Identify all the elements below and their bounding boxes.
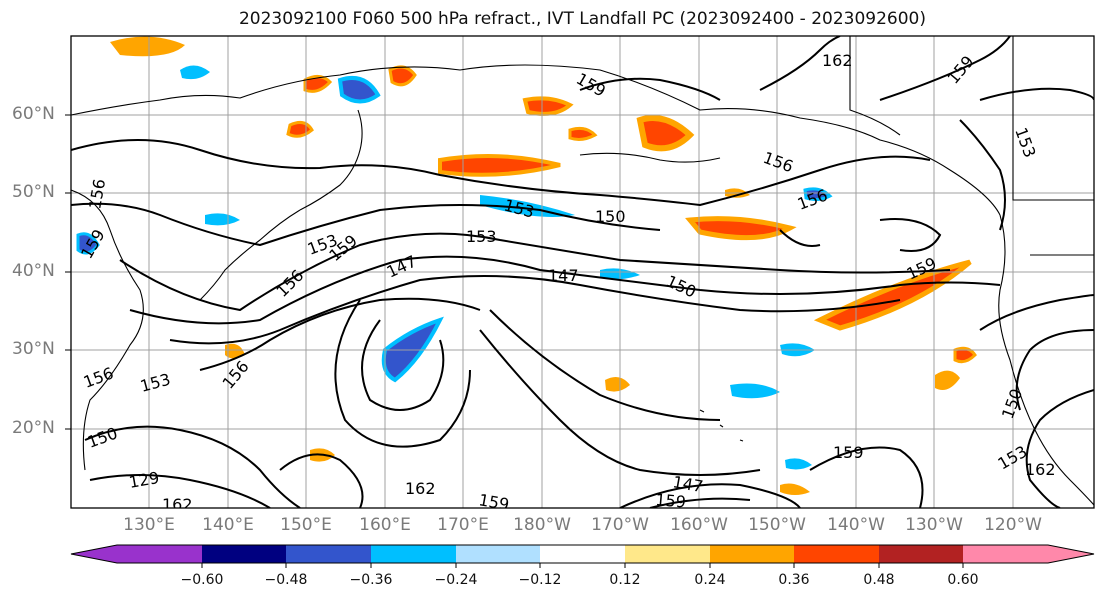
svg-text:159: 159: [477, 490, 510, 514]
svg-text:159: 159: [833, 443, 864, 462]
svg-text:153: 153: [466, 227, 497, 246]
coastlines: [71, 36, 1094, 506]
svg-text:150: 150: [595, 207, 626, 226]
lon-label: 150°W: [748, 515, 806, 535]
svg-text:162: 162: [405, 479, 436, 498]
colorbar-segment: [71, 545, 202, 563]
colorbar-ticks: [201, 563, 964, 568]
lat-label: 30°N: [12, 339, 55, 359]
lon-label: 130°E: [123, 515, 175, 535]
lon-label: 130°W: [905, 515, 963, 535]
lon-label: 160°W: [670, 515, 728, 535]
svg-text:162: 162: [822, 51, 853, 70]
colorbar-tick-label: −0.36: [349, 572, 393, 588]
colorbar-segment: [286, 545, 371, 563]
colorbar-tick-label: −0.24: [434, 572, 478, 588]
lon-label: 150°E: [280, 515, 332, 535]
svg-text:159: 159: [655, 490, 687, 512]
colorbar-segment: [202, 545, 286, 563]
colorbar-tick-label: 0.36: [778, 572, 810, 588]
map-title: 2023092100 F060 500 hPa refract., IVT La…: [238, 9, 926, 29]
svg-text:162: 162: [162, 495, 193, 514]
lat-label: 50°N: [12, 182, 55, 202]
colorbar-segment: [794, 545, 879, 563]
lon-label: 140°E: [202, 515, 254, 535]
colorbar-segment: [710, 545, 794, 563]
svg-text:162: 162: [1025, 460, 1056, 479]
colorbar-tick-label: 0.60: [947, 572, 979, 588]
lat-label: 60°N: [12, 104, 55, 124]
contour-labels: 162 159 153 156 156 156 159 153 150 153 …: [77, 51, 1056, 514]
lon-label: 180°W: [513, 515, 571, 535]
lon-label: 160°E: [359, 515, 411, 535]
colorbar-segment: [963, 545, 1094, 563]
colorbar-tick-label: −0.12: [518, 572, 562, 588]
colorbar-segment: [371, 545, 456, 563]
colorbar-outline: [70, 544, 1095, 564]
lat-label: 40°N: [12, 261, 55, 281]
lon-label: 120°W: [984, 515, 1042, 535]
colorbar-segment: [456, 545, 540, 563]
lon-label: 140°W: [827, 515, 885, 535]
colorbar-tick-label: −0.48: [264, 572, 308, 588]
height-contours: [71, 36, 1094, 508]
colorbar-tick-label: −0.60: [180, 572, 224, 588]
svg-text:147: 147: [548, 266, 579, 285]
lon-label: 170°E: [437, 515, 489, 535]
lon-label: 170°W: [591, 515, 649, 535]
lat-label: 20°N: [12, 418, 55, 438]
axis-ticks: [65, 114, 71, 430]
colorbar-segment: [625, 545, 710, 563]
colorbar-tick-label: 0.24: [694, 572, 726, 588]
colorbar-tick-label: 0.12: [609, 572, 641, 588]
graticule: [71, 36, 1094, 508]
colorbar-tick-label: 0.48: [863, 572, 895, 588]
colorbar-segments: [70, 544, 1095, 564]
colorbar-segment: [540, 545, 625, 563]
colorbar-segment: [879, 545, 963, 563]
